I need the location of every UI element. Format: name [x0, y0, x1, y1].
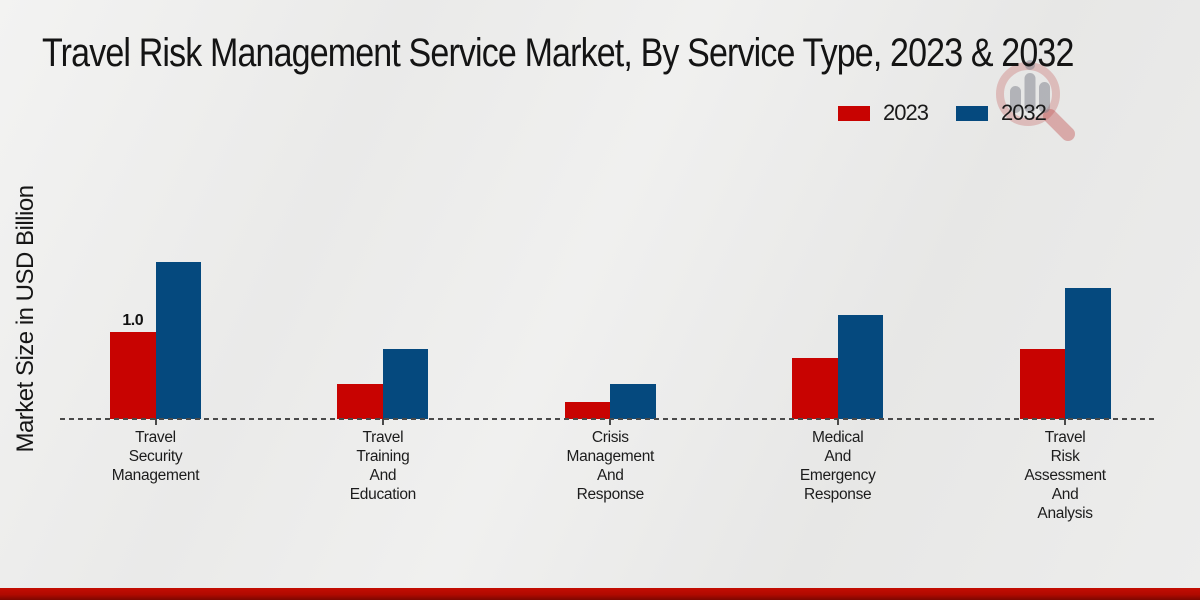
x-axis-tick: [836, 419, 839, 425]
legend-swatch-2032: [955, 105, 988, 121]
category-label: Medical And Emergency Response: [799, 429, 876, 503]
category-label: Travel Security Management: [111, 429, 200, 484]
legend-item-2032: 2032: [955, 100, 1047, 126]
legend-label-2023: 2023: [883, 100, 929, 125]
bar-2023: [110, 332, 156, 419]
bar-2032: [837, 315, 884, 419]
chart-title: Travel Risk Management Service Market, B…: [42, 31, 1074, 75]
bar-2023: [1019, 349, 1066, 419]
legend-label-2032: 2032: [1000, 100, 1047, 125]
bar-2023: [564, 402, 611, 419]
watermark-magnifier-logo: [996, 60, 1075, 141]
bar-2032: [155, 262, 201, 419]
y-axis-label: Market Size in USD Billion: [12, 185, 39, 453]
legend-item-2023: 2023: [838, 100, 929, 126]
category-label: Travel Training And Education: [349, 429, 417, 503]
bottom-brand-stripe: [0, 588, 1200, 600]
category-label: Crisis Management And Response: [566, 429, 655, 503]
bar-2023: [792, 358, 838, 419]
bar-2032: [1065, 288, 1111, 419]
bar-value-label: 1.0: [122, 312, 144, 329]
bar-2032: [610, 384, 656, 419]
legend-swatch-2023: [838, 105, 870, 121]
x-axis-tick: [154, 419, 157, 425]
x-axis-tick: [1064, 419, 1067, 425]
category-label: Travel Risk Assessment And Analysis: [1024, 429, 1106, 522]
bar-2032: [382, 349, 429, 419]
x-axis-baseline: [60, 418, 1158, 420]
x-axis-tick: [381, 419, 384, 425]
x-axis-tick: [609, 419, 612, 425]
legend: 2023 2032: [838, 100, 1047, 126]
bar-2023: [337, 384, 383, 419]
